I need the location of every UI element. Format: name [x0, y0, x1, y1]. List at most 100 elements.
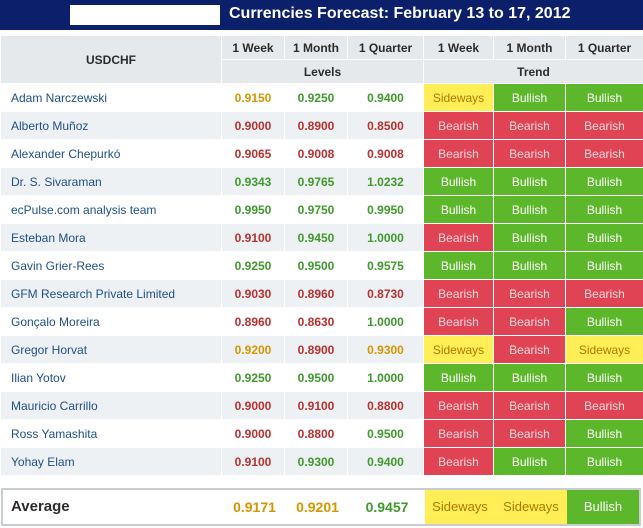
trend-week: Bearish	[423, 223, 494, 252]
col-header-levels-month: 1 Month	[284, 35, 348, 60]
level-quarter: 1.0000	[347, 363, 424, 392]
level-quarter: 1.0000	[347, 307, 424, 336]
analyst-name: Alberto Muñoz	[0, 111, 222, 140]
average-row: Average 0.9171 0.9201 0.9457 Sideways Si…	[1, 488, 641, 526]
level-quarter: 0.9500	[347, 419, 424, 448]
table-row: Alberto Muñoz 0.9000 0.8900 0.8500 Bearish Be…	[0, 111, 643, 140]
trend-month: Bearish	[493, 391, 566, 420]
analyst-name: Gonçalo Moreira	[0, 307, 222, 336]
trend-week: Bearish	[423, 447, 494, 476]
analyst-name: Adam Narczewski	[0, 83, 222, 112]
trend-week: Bullish	[423, 363, 494, 392]
trend-week: Bearish	[423, 139, 494, 168]
analyst-name: Ilian Yotov	[0, 363, 222, 392]
trend-month: Bearish	[493, 279, 566, 308]
trend-month: Bearish	[493, 139, 566, 168]
level-week: 0.8960	[221, 307, 285, 336]
trend-week: Bullish	[423, 251, 494, 280]
level-quarter: 1.0000	[347, 223, 424, 252]
level-month: 0.9250	[284, 83, 348, 112]
level-month: 0.9300	[284, 447, 348, 476]
group-header-trend: Trend	[423, 59, 643, 84]
table-row: Yohay Elam 0.9100 0.9300 0.9400 Bearish Bulli…	[0, 447, 643, 476]
level-week: 0.9000	[221, 419, 285, 448]
trend-week: Bullish	[423, 195, 494, 224]
average-level-quarter: 0.9457	[365, 499, 409, 515]
level-week: 0.9030	[221, 279, 285, 308]
trend-quarter: Bullish	[565, 195, 643, 224]
trend-week: Bearish	[423, 419, 494, 448]
trend-quarter: Bullish	[565, 251, 643, 280]
level-quarter: 0.9575	[347, 251, 424, 280]
table-row: Alexander Chepurkó 0.9065 0.9008 0.9008 Bear…	[0, 139, 643, 168]
trend-quarter: Bullish	[565, 83, 643, 112]
table-row: Adam Narczewski 0.9150 0.9250 0.9400 Sideway…	[0, 83, 643, 112]
average-label: Average	[11, 498, 70, 515]
average-trend-month: Sideways	[495, 490, 567, 524]
analyst-name: Dr. S. Sivaraman	[0, 167, 222, 196]
analyst-name: Gavin Grier-Rees	[0, 251, 222, 280]
trend-month: Bullish	[493, 223, 566, 252]
level-quarter: 0.9400	[347, 83, 424, 112]
trend-week: Bearish	[423, 111, 494, 140]
level-week: 0.9343	[221, 167, 285, 196]
analyst-name: Mauricio Carrillo	[0, 391, 222, 420]
trend-quarter: Bearish	[565, 279, 643, 308]
table-row: ecPulse.com analysis team 0.9950 0.9750 0.9…	[0, 195, 643, 224]
trend-quarter: Sideways	[565, 335, 643, 364]
trend-month: Bearish	[493, 419, 566, 448]
level-week: 0.9000	[221, 111, 285, 140]
table-row: GFM Research Private Limited 0.9030 0.8960…	[0, 279, 643, 308]
col-header-trend-quarter: 1 Quarter	[565, 35, 643, 60]
level-week: 0.9150	[221, 83, 285, 112]
level-month: 0.8960	[284, 279, 348, 308]
group-header-levels: Levels	[221, 59, 424, 84]
average-level-week: 0.9171	[233, 499, 276, 515]
trend-month: Bullish	[493, 83, 566, 112]
average-trend-quarter: Bullish	[567, 490, 639, 524]
level-month: 0.9750	[284, 195, 348, 224]
level-quarter: 0.9400	[347, 447, 424, 476]
currency-pair-label: USDCHF	[0, 35, 222, 84]
table-row: Gavin Grier-Rees 0.9250 0.9500 0.9575 Bullis…	[0, 251, 643, 280]
level-month: 0.8900	[284, 111, 348, 140]
table-row: Esteban Mora 0.9100 0.9450 1.0000 Bearish Bul…	[0, 223, 643, 252]
average-level-month: 0.9201	[296, 499, 339, 515]
trend-month: Bearish	[493, 307, 566, 336]
trend-quarter: Bearish	[565, 111, 643, 140]
trend-month: Bearish	[493, 111, 566, 140]
level-week: 0.9000	[221, 391, 285, 420]
trend-month: Bullish	[493, 195, 566, 224]
trend-quarter: Bearish	[565, 139, 643, 168]
trend-quarter: Bullish	[565, 419, 643, 448]
level-month: 0.8630	[284, 307, 348, 336]
col-header-levels-quarter: 1 Quarter	[347, 35, 424, 60]
trend-quarter: Bullish	[565, 307, 643, 336]
col-header-levels-week: 1 Week	[221, 35, 285, 60]
table-row: Ilian Yotov 0.9250 0.9500 1.0000 Bullish Bull…	[0, 363, 643, 392]
table-row: Gregor Horvat 0.9200 0.8900 0.9300 Sideways B…	[0, 335, 643, 364]
level-quarter: 0.8800	[347, 391, 424, 420]
trend-week: Bearish	[423, 307, 494, 336]
table-row: Ross Yamashita 0.9000 0.8800 0.9500 Bearish B…	[0, 419, 643, 448]
page-title: Currencies Forecast: February 13 to 17, …	[229, 5, 571, 22]
analyst-name: Alexander Chepurkó	[0, 139, 222, 168]
trend-month: Bullish	[493, 363, 566, 392]
trend-quarter: Bullish	[565, 167, 643, 196]
trend-week: Bearish	[423, 279, 494, 308]
analyst-name: Ross Yamashita	[0, 419, 222, 448]
analyst-name: GFM Research Private Limited	[0, 279, 222, 308]
level-month: 0.8900	[284, 335, 348, 364]
trend-month: Bullish	[493, 251, 566, 280]
col-header-trend-week: 1 Week	[423, 35, 494, 60]
level-month: 0.9008	[284, 139, 348, 168]
trend-week: Sideways	[423, 335, 494, 364]
level-quarter: 0.9950	[347, 195, 424, 224]
table-row: Gonçalo Moreira 0.8960 0.8630 1.0000 Bearish…	[0, 307, 643, 336]
level-quarter: 0.9008	[347, 139, 424, 168]
trend-month: Bullish	[493, 167, 566, 196]
level-week: 0.9100	[221, 447, 285, 476]
title-bar: Currencies Forecast: February 13 to 17, …	[0, 0, 643, 30]
trend-month: Bearish	[493, 335, 566, 364]
